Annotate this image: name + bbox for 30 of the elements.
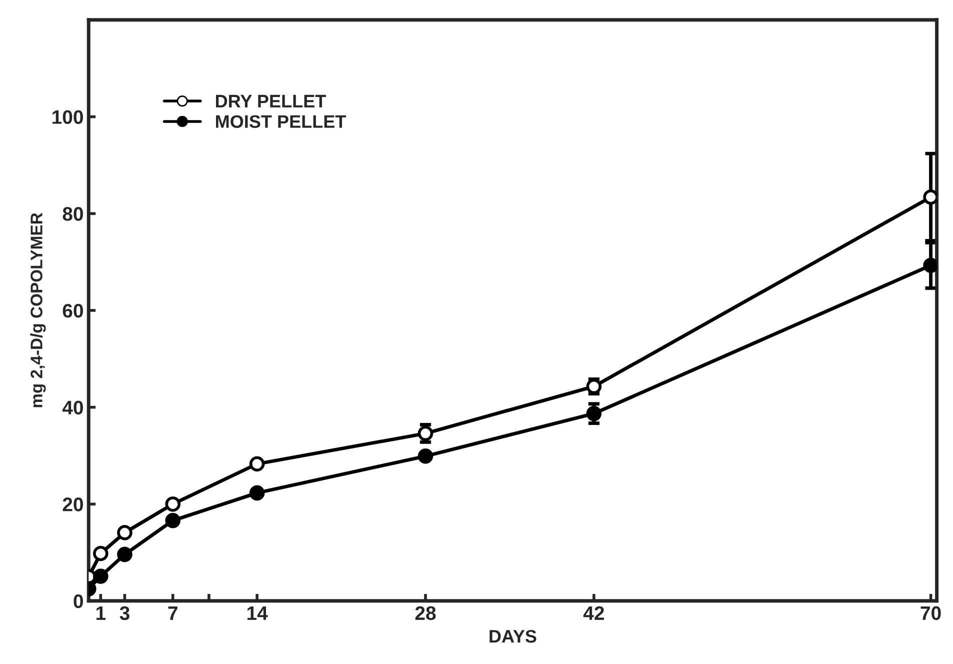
- x-tick-label: 14: [247, 606, 268, 620]
- point: [418, 426, 434, 442]
- legend-label: MOIST PELLET: [216, 115, 346, 128]
- y-tick-label: 20: [62, 498, 83, 512]
- point: [165, 512, 180, 528]
- y-tick-label: 100: [52, 110, 83, 124]
- x-tick-label: 28: [415, 606, 436, 620]
- x-tick-label: 1: [96, 606, 106, 620]
- point: [586, 406, 602, 422]
- y-tick-label: 80: [62, 207, 83, 221]
- point: [249, 456, 265, 472]
- y-tick-label: 60: [62, 304, 83, 318]
- y-axis-title: mg 2,4-D/g COPOLYMER: [30, 212, 46, 408]
- x-tick-label: 7: [168, 606, 178, 620]
- point: [923, 258, 937, 274]
- y-tick-label: 0: [74, 594, 83, 608]
- y-tick-label: 40: [62, 400, 83, 414]
- point: [93, 546, 108, 562]
- legend-label: DRY PELLET: [216, 94, 326, 108]
- point: [923, 189, 937, 205]
- x-tick-label: 3: [120, 606, 130, 620]
- x-axis-title: DAYS: [490, 630, 536, 643]
- x-tick-label: 70: [920, 606, 941, 620]
- point: [117, 525, 132, 540]
- point: [418, 448, 434, 464]
- point: [93, 568, 108, 584]
- x-tick-label: 42: [583, 606, 604, 620]
- point: [117, 546, 132, 562]
- point: [165, 496, 180, 512]
- point: [249, 485, 265, 501]
